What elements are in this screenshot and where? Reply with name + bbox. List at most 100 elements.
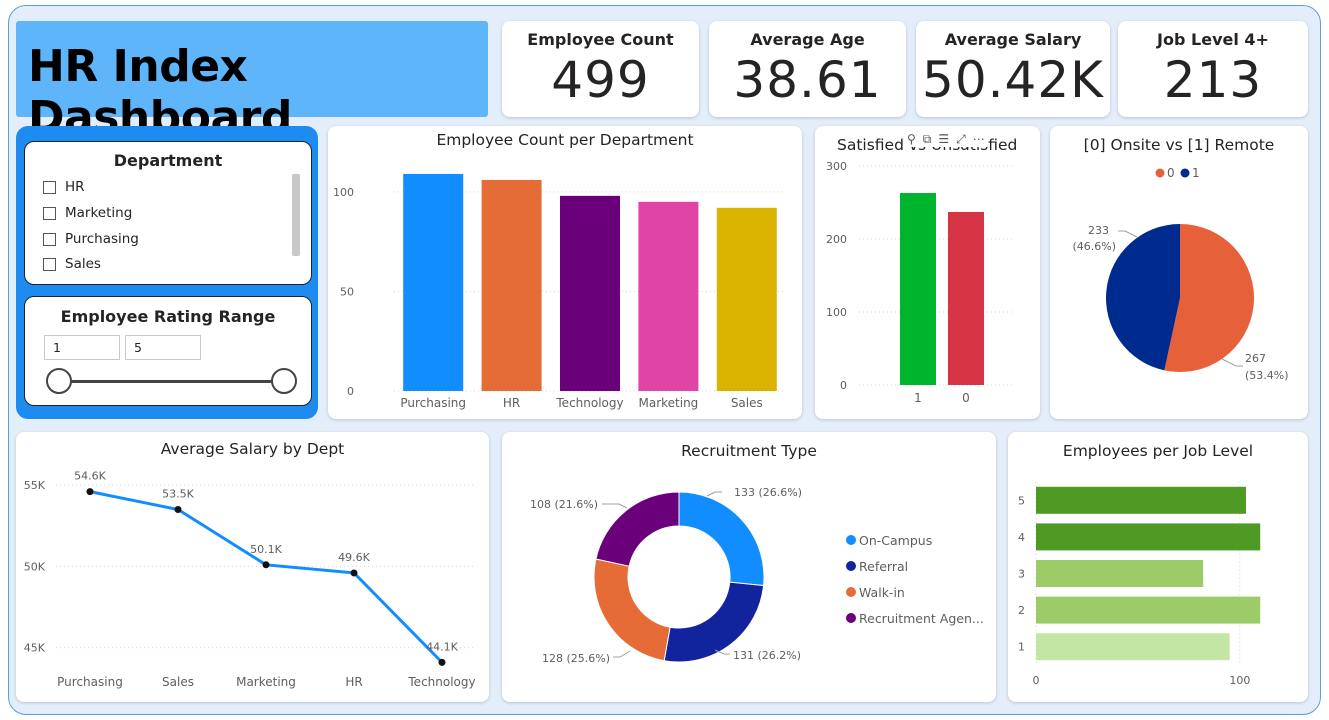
x-tick-label: HR xyxy=(503,396,520,410)
bar xyxy=(1036,633,1230,661)
bar xyxy=(948,211,984,385)
y-tick-label: 100 xyxy=(333,186,354,199)
leader-line xyxy=(613,650,631,658)
x-tick-label: HR xyxy=(345,675,362,689)
data-label: 54.6K xyxy=(74,470,106,483)
y-tick-label: 50 xyxy=(340,285,354,298)
data-label: (46.6%) xyxy=(1072,240,1116,253)
leader-line xyxy=(1221,358,1243,367)
kpi-card-average-salary[interactable]: Average Salary 50.42K xyxy=(916,21,1110,117)
job-level-bar-chart: 0 100 5 4 3 2 1 xyxy=(1018,482,1261,687)
kpi-value: 50.42K xyxy=(922,51,1104,109)
legend-label: Walk-in xyxy=(859,585,905,600)
slicer-item-marketing[interactable]: Marketing xyxy=(43,205,132,221)
checkbox[interactable] xyxy=(43,232,56,246)
bar xyxy=(1036,486,1246,514)
legend-marker xyxy=(846,587,856,597)
more-options-icon[interactable]: ⋯ xyxy=(972,132,985,146)
leader-line xyxy=(706,491,722,497)
slicer-item-label: HR xyxy=(65,179,85,195)
y-tick-label: 3 xyxy=(1018,568,1025,581)
y-tick-label: 100 xyxy=(826,306,847,319)
checkbox[interactable] xyxy=(43,180,56,194)
kpi-value: 213 xyxy=(1163,51,1263,109)
filter-icon[interactable]: ☰ xyxy=(938,132,950,146)
kpi-card-job-level[interactable]: Job Level 4+ 213 xyxy=(1118,21,1308,117)
slicer-title: Employee Rating Range xyxy=(60,307,276,326)
x-tick-label: Sales xyxy=(162,675,194,689)
copy-icon[interactable]: ⧉ xyxy=(922,132,932,146)
y-tick-label: 45K xyxy=(24,642,46,655)
y-tick-label: 55K xyxy=(24,479,46,492)
chart-title: [0] Onsite vs [1] Remote xyxy=(1083,136,1275,154)
kpi-card-average-age[interactable]: Average Age 38.61 xyxy=(709,21,906,117)
bar xyxy=(560,195,620,391)
legend-label: 1 xyxy=(1192,166,1200,180)
donut-slice xyxy=(678,491,765,587)
legend-label: On-Campus xyxy=(859,533,932,548)
chart-title: Average Salary by Dept xyxy=(160,440,345,458)
slicer-panel: Department HR Marketing Purchasing Sales… xyxy=(16,126,318,419)
satisfied-chart-card[interactable]: Satisfied vs Unsatisfied ⚲ ⧉ ☰ ⤢ ⋯ 01002… xyxy=(815,126,1040,419)
y-tick-label: 4 xyxy=(1018,531,1025,544)
data-point xyxy=(262,561,270,569)
slider-handle-max[interactable] xyxy=(271,368,297,394)
dept-count-chart: 0 50 100 Purchasing HR Technology Marketing Sal… xyxy=(333,173,786,410)
legend-label: Recruitment Agen... xyxy=(859,611,984,626)
data-label: 53.5K xyxy=(162,488,194,501)
donut-slice xyxy=(593,558,671,662)
dept-count-chart-card[interactable]: Employee Count per Department 0 50 100 Purc… xyxy=(328,126,802,419)
x-tick-label: Marketing xyxy=(236,675,296,689)
range-min-input[interactable]: 1 xyxy=(44,335,120,360)
data-point xyxy=(438,658,446,666)
range-max-input[interactable]: 5 xyxy=(125,335,201,360)
y-tick-label: 2 xyxy=(1018,604,1025,617)
onsite-remote-chart-card[interactable]: [0] Onsite vs [1] Remote 0 1 267 (53.4%) 233… xyxy=(1050,126,1308,419)
slicer-item-purchasing[interactable]: Purchasing xyxy=(43,231,139,247)
avg-salary-chart-card[interactable]: Average Salary by Dept 45K 50K 55K 54.6K Pur… xyxy=(16,432,489,702)
kpi-value: 499 xyxy=(551,51,650,109)
data-label: (53.4%) xyxy=(1245,369,1289,382)
bar xyxy=(403,173,464,391)
department-slicer[interactable]: Department HR Marketing Purchasing Sales xyxy=(24,141,312,285)
x-tick-label: Purchasing xyxy=(400,396,466,410)
leader-line xyxy=(602,503,628,509)
job-level-chart-card[interactable]: Employees per Job Level 0 100 5 4 3 2 1 xyxy=(1008,432,1308,702)
legend-marker xyxy=(1180,168,1190,178)
bar xyxy=(1036,560,1204,587)
onsite-remote-pie-chart: 0 1 267 (53.4%) 233 (46.6%) xyxy=(1072,166,1289,382)
bar xyxy=(638,201,699,391)
data-label: 44.1K xyxy=(426,640,458,653)
recruitment-chart-card[interactable]: Recruitment Type 133 (26.6%) 131 (26.2%) 1… xyxy=(502,432,996,702)
data-label: 128 (25.6%) xyxy=(542,652,610,665)
chart-title: Employee Count per Department xyxy=(436,131,694,149)
slicer-scrollbar[interactable] xyxy=(292,174,300,256)
chart-title: Recruitment Type xyxy=(681,442,817,460)
y-tick-label: 0 xyxy=(347,385,354,398)
checkbox[interactable] xyxy=(43,206,56,220)
chart-title: Employees per Job Level xyxy=(1062,442,1254,460)
visual-toolbar: ⚲ ⧉ ☰ ⤢ ⋯ xyxy=(905,132,987,147)
pin-icon[interactable]: ⚲ xyxy=(907,132,916,146)
y-tick-label: 5 xyxy=(1018,494,1025,507)
checkbox[interactable] xyxy=(43,257,56,271)
leader-line xyxy=(1118,230,1138,238)
slicer-item-sales[interactable]: Sales xyxy=(43,256,101,272)
data-point xyxy=(86,488,94,496)
focus-mode-icon[interactable]: ⤢ xyxy=(956,132,966,146)
x-tick-label: Technology xyxy=(407,675,475,689)
data-point xyxy=(174,506,182,514)
bar xyxy=(1036,596,1261,624)
slicer-item-hr[interactable]: HR xyxy=(43,179,85,195)
slider-track xyxy=(59,380,285,383)
rating-range-slicer[interactable]: Employee Rating Range 1 5 xyxy=(24,296,312,406)
x-tick-label: 100 xyxy=(1229,674,1250,687)
slider-handle-min[interactable] xyxy=(46,368,72,394)
recruitment-donut-chart: 133 (26.6%) 131 (26.2%) 128 (25.6%) 108 (21… xyxy=(530,486,984,665)
legend-marker xyxy=(846,561,856,571)
y-tick-label: 1 xyxy=(1018,641,1025,654)
x-tick-label: 1 xyxy=(914,391,922,405)
x-tick-label: Sales xyxy=(731,396,763,410)
kpi-card-employee-count[interactable]: Employee Count 499 xyxy=(502,21,699,117)
slicer-item-label: Purchasing xyxy=(65,231,139,247)
